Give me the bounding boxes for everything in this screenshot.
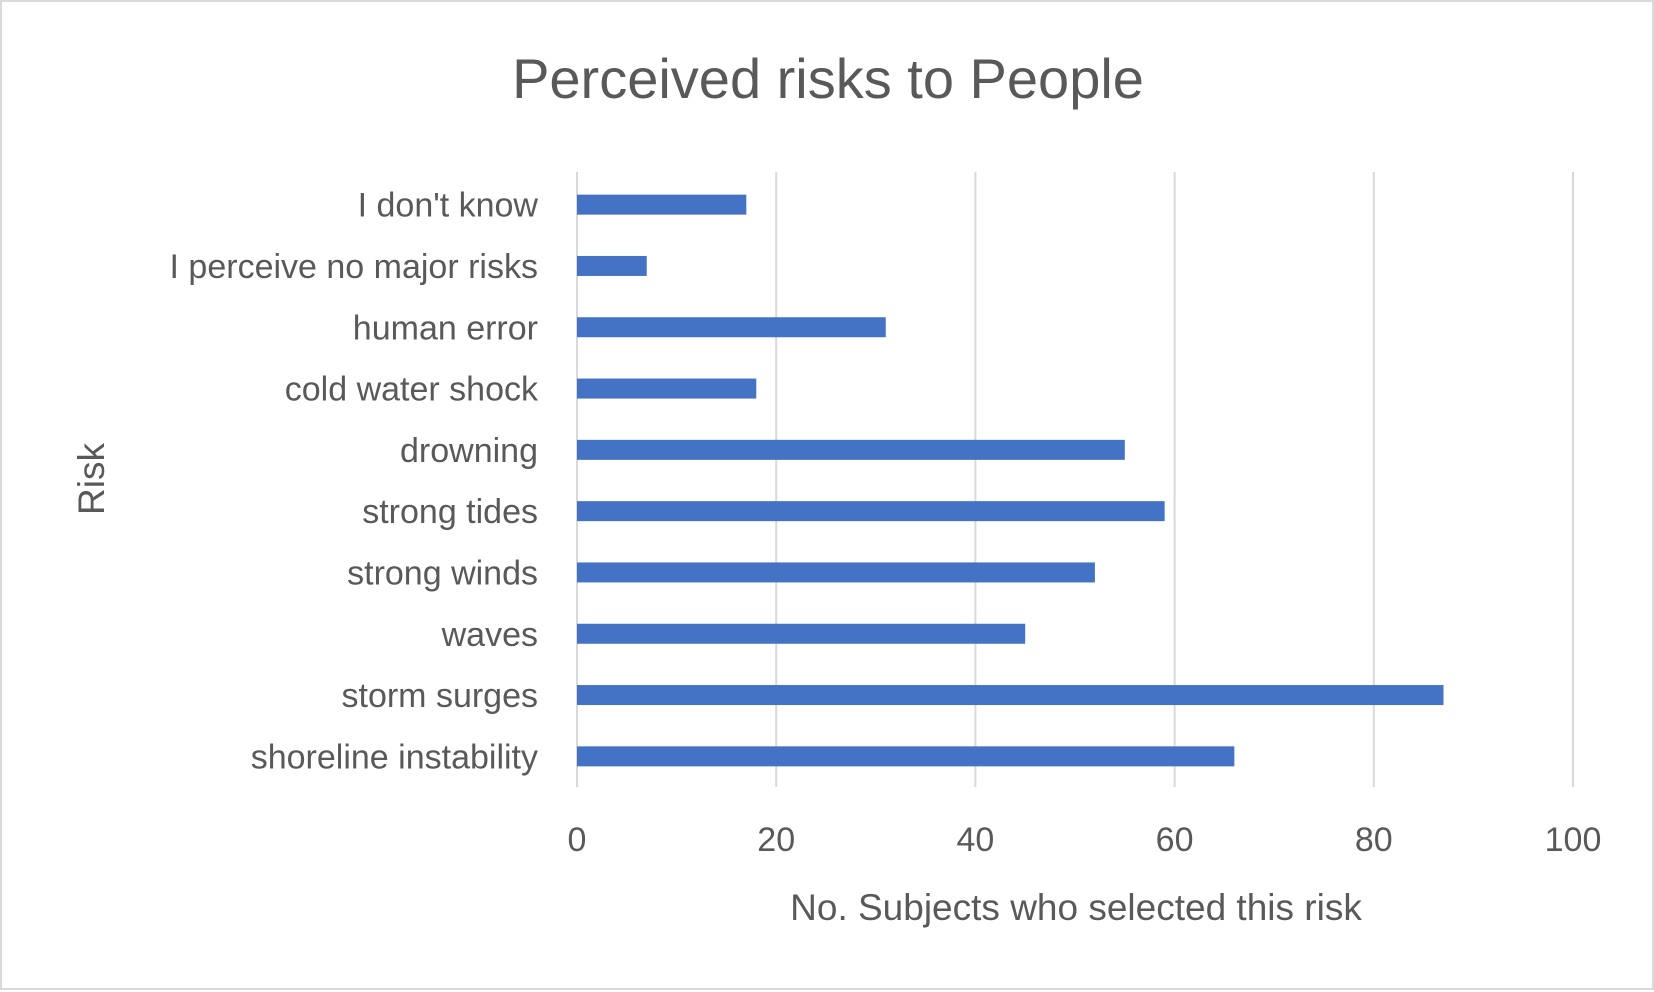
- category-label: human error: [353, 309, 538, 347]
- bar-7: [577, 623, 1026, 644]
- bar-5: [577, 501, 1165, 522]
- x-tick-label: 40: [956, 821, 994, 859]
- bar-9: [577, 746, 1235, 767]
- category-label: shoreline instability: [251, 738, 538, 776]
- category-label: drowning: [400, 432, 538, 470]
- x-tick-label: 60: [1156, 821, 1194, 859]
- bar-6: [577, 562, 1095, 583]
- bar-3: [577, 378, 757, 399]
- category-label: strong tides: [362, 493, 538, 531]
- x-tick-label: 0: [568, 821, 587, 859]
- x-axis-title: No. Subjects who selected this risk: [790, 887, 1362, 928]
- category-label: cold water shock: [285, 371, 539, 409]
- bar-1: [577, 255, 647, 276]
- bar-4: [577, 439, 1125, 460]
- y-axis-title: Risk: [71, 443, 112, 515]
- category-labels: I don't know I perceive no major risks hum…: [170, 187, 539, 777]
- bar-2: [577, 317, 886, 338]
- x-tick-label: 20: [757, 821, 795, 859]
- bars: [577, 194, 1444, 767]
- x-tick-label: 100: [1545, 821, 1602, 859]
- bar-8: [577, 685, 1444, 706]
- category-label: strong winds: [347, 554, 538, 592]
- bar-0: [577, 194, 747, 215]
- category-label: I don't know: [358, 187, 539, 225]
- x-tick-labels: 0 20 40 60 80 100: [568, 821, 1602, 859]
- chart-title: Perceived risks to People: [512, 47, 1144, 110]
- category-label: storm surges: [342, 677, 539, 715]
- gridlines: [576, 172, 1574, 787]
- category-label: I perceive no major risks: [170, 248, 538, 286]
- x-tick-label: 80: [1355, 821, 1393, 859]
- category-label: waves: [441, 616, 538, 654]
